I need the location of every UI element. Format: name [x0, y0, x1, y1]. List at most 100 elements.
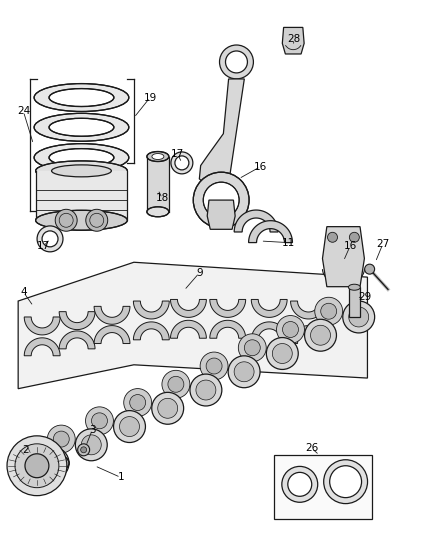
- Circle shape: [7, 436, 67, 496]
- Text: 17: 17: [171, 149, 184, 159]
- Circle shape: [85, 407, 113, 435]
- Circle shape: [193, 172, 249, 228]
- Ellipse shape: [34, 84, 129, 111]
- Text: 2: 2: [23, 445, 29, 455]
- Circle shape: [25, 454, 49, 478]
- Text: 4: 4: [20, 287, 27, 297]
- Circle shape: [200, 352, 228, 380]
- Circle shape: [321, 303, 337, 319]
- Text: 1: 1: [117, 472, 124, 482]
- Ellipse shape: [52, 165, 111, 177]
- Ellipse shape: [34, 143, 129, 172]
- Ellipse shape: [147, 151, 169, 161]
- Ellipse shape: [49, 149, 114, 166]
- Circle shape: [266, 337, 298, 369]
- Ellipse shape: [49, 88, 114, 107]
- Polygon shape: [290, 326, 326, 344]
- Circle shape: [324, 460, 367, 504]
- Ellipse shape: [152, 154, 164, 159]
- Circle shape: [365, 264, 374, 274]
- Circle shape: [47, 425, 75, 453]
- Text: 24: 24: [17, 107, 30, 116]
- Polygon shape: [249, 221, 293, 243]
- Circle shape: [158, 398, 178, 418]
- Circle shape: [203, 182, 239, 218]
- Circle shape: [175, 156, 189, 170]
- Ellipse shape: [37, 454, 69, 472]
- Circle shape: [228, 356, 260, 387]
- Circle shape: [190, 374, 222, 406]
- Polygon shape: [210, 320, 246, 338]
- Circle shape: [81, 447, 87, 453]
- Polygon shape: [207, 200, 235, 229]
- Circle shape: [171, 152, 193, 174]
- Polygon shape: [170, 300, 206, 317]
- Text: 3: 3: [89, 425, 95, 434]
- Circle shape: [226, 51, 247, 73]
- Circle shape: [162, 370, 190, 398]
- Circle shape: [81, 435, 101, 455]
- Circle shape: [113, 410, 145, 442]
- Circle shape: [272, 344, 292, 364]
- Circle shape: [37, 226, 63, 252]
- Circle shape: [86, 209, 108, 231]
- Circle shape: [206, 358, 222, 374]
- Polygon shape: [94, 326, 130, 344]
- Circle shape: [15, 444, 59, 488]
- Polygon shape: [134, 301, 169, 319]
- Polygon shape: [290, 301, 326, 319]
- Circle shape: [219, 45, 254, 79]
- Text: 11: 11: [281, 238, 295, 248]
- Ellipse shape: [35, 161, 127, 181]
- Polygon shape: [94, 306, 130, 324]
- Polygon shape: [274, 455, 372, 519]
- Circle shape: [238, 334, 266, 362]
- Circle shape: [92, 413, 107, 429]
- Circle shape: [315, 297, 343, 325]
- Polygon shape: [59, 331, 95, 349]
- Polygon shape: [322, 227, 364, 287]
- Polygon shape: [234, 210, 278, 232]
- Circle shape: [350, 232, 359, 243]
- Text: 26: 26: [305, 443, 318, 453]
- Polygon shape: [24, 338, 60, 356]
- Circle shape: [288, 472, 312, 496]
- Circle shape: [152, 392, 184, 424]
- Polygon shape: [251, 322, 287, 340]
- Circle shape: [343, 301, 374, 333]
- Circle shape: [130, 394, 146, 410]
- Polygon shape: [18, 262, 367, 389]
- Circle shape: [244, 340, 260, 356]
- Circle shape: [43, 453, 63, 473]
- Circle shape: [330, 466, 361, 498]
- Ellipse shape: [34, 114, 129, 141]
- Text: 9: 9: [196, 268, 203, 278]
- Circle shape: [53, 431, 69, 447]
- Polygon shape: [199, 79, 244, 189]
- Circle shape: [311, 325, 331, 345]
- Circle shape: [42, 231, 58, 247]
- Circle shape: [328, 232, 338, 243]
- Circle shape: [304, 319, 336, 351]
- Circle shape: [124, 389, 152, 416]
- Polygon shape: [35, 171, 127, 220]
- Text: 16: 16: [254, 161, 267, 172]
- Circle shape: [168, 376, 184, 392]
- Polygon shape: [170, 320, 206, 338]
- Text: 18: 18: [155, 193, 169, 204]
- Circle shape: [37, 447, 69, 479]
- Polygon shape: [24, 317, 60, 335]
- Text: 19: 19: [143, 93, 157, 102]
- Ellipse shape: [147, 207, 169, 217]
- Circle shape: [120, 417, 139, 437]
- Ellipse shape: [348, 284, 360, 290]
- Circle shape: [282, 466, 318, 502]
- Polygon shape: [251, 300, 287, 317]
- Polygon shape: [349, 287, 360, 317]
- Circle shape: [276, 316, 304, 343]
- Ellipse shape: [49, 118, 114, 136]
- Ellipse shape: [35, 211, 127, 230]
- Circle shape: [196, 380, 216, 400]
- Circle shape: [283, 321, 298, 337]
- Polygon shape: [134, 322, 169, 340]
